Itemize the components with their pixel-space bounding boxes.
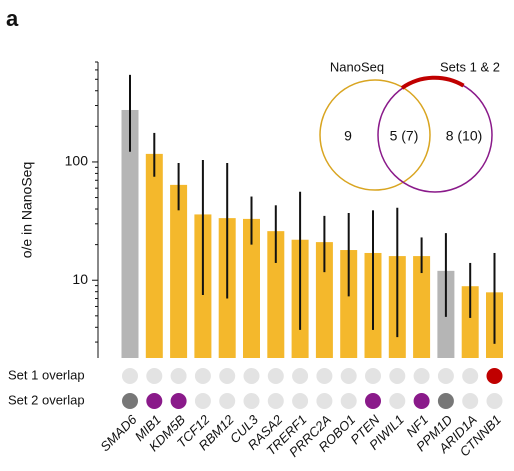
overlap-dot (170, 368, 187, 384)
overlap-dot (486, 368, 503, 384)
overlap-dot (462, 393, 479, 409)
bar (413, 256, 431, 358)
bar (315, 242, 333, 358)
venn-circle (319, 79, 431, 191)
overlap-dot (219, 393, 236, 409)
venn-count: 9 (344, 128, 352, 144)
overlap-dot (194, 368, 211, 384)
overlap-dot (170, 393, 187, 409)
overlap-dot (194, 393, 211, 409)
overlap-dot (267, 368, 284, 384)
row-label: Set 2 overlap (8, 392, 85, 407)
overlap-dot (243, 393, 260, 409)
venn-count: 5 (7) (390, 128, 419, 144)
overlap-dot (243, 368, 260, 384)
overlap-dot (292, 368, 309, 384)
venn-label: NanoSeq (330, 59, 384, 74)
bar (267, 231, 285, 358)
overlap-dot (486, 393, 503, 409)
y-tick-label: 10 (72, 271, 88, 287)
overlap-dot (340, 368, 357, 384)
overlap-dot (122, 393, 138, 409)
overlap-dot (267, 393, 284, 409)
overlap-dot (292, 393, 309, 409)
overlap-dot (437, 368, 454, 384)
overlap-dot (316, 393, 333, 409)
overlap-dot (437, 393, 454, 409)
venn-label: Sets 1 & 2 (440, 59, 500, 74)
overlap-dot (146, 393, 163, 409)
overlap-dot (413, 393, 430, 409)
panel-label: a (6, 6, 19, 31)
bar (121, 109, 139, 358)
overlap-dot (219, 368, 236, 384)
y-axis-label: o/e in NanoSeq (19, 162, 35, 259)
row-label: Set 1 overlap (8, 367, 85, 382)
bar (170, 184, 188, 358)
venn: NanoSeq Sets 1 & 2 9 5 (7) 8 (10) (319, 59, 500, 193)
venn-count: 8 (10) (446, 128, 483, 144)
overlap-dot (316, 368, 333, 384)
overlap-dot (389, 368, 406, 384)
overlap-dot (365, 368, 381, 384)
venn-arc (400, 75, 465, 90)
overlap-dot (389, 393, 406, 409)
bar (243, 218, 260, 358)
overlap-dot (146, 368, 163, 384)
bar (145, 153, 163, 358)
overlap-dot (122, 368, 138, 384)
overlap-dot (365, 393, 381, 409)
overlap-dot (462, 368, 479, 384)
overlap-dot (340, 393, 357, 409)
overlap-dot (413, 368, 430, 384)
bar (461, 286, 479, 358)
y-tick-label: 100 (65, 153, 89, 169)
bar (340, 250, 358, 358)
